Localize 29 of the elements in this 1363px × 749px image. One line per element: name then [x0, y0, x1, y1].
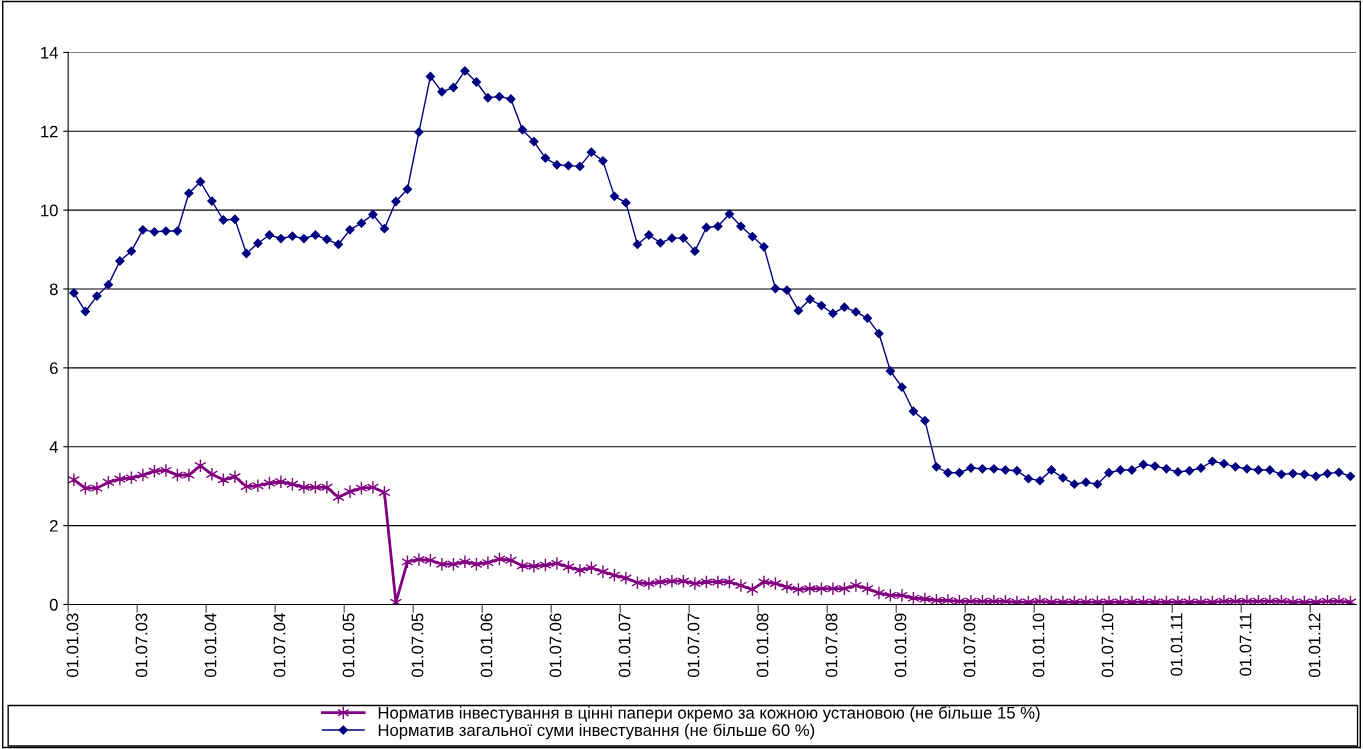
x-tick-label: 01.01.05 [342, 613, 355, 677]
x-tick-label: 01.01.11 [1170, 613, 1183, 676]
x-tick-label: 01.07.09 [963, 613, 976, 677]
x-tick-label: 01.07.10 [1101, 613, 1114, 677]
x-tick-label: 01.07.07 [687, 613, 700, 677]
y-tick-label: 2 [50, 519, 58, 532]
x-tick-label: 01.01.06 [480, 613, 493, 677]
y-tick-label: 0 [49, 598, 58, 611]
y-tick-label: 12 [41, 125, 58, 138]
y-tick-label: 10 [41, 204, 58, 217]
y-tick-label: 4 [49, 441, 58, 453]
x-tick-label: 01.01.04 [204, 613, 217, 677]
x-tick-label: 01.01.03 [66, 613, 79, 677]
y-tick-label: 6 [50, 362, 58, 375]
x-tick-label: 01.01.08 [756, 613, 769, 677]
legend-label: Норматив загальної суми інвестування (не більше 60 %) [378, 723, 815, 740]
x-tick-label: 01.07.03 [135, 613, 148, 677]
x-tick-label: 01.01.10 [1032, 613, 1045, 677]
y-tick-label: 8 [49, 283, 58, 296]
x-tick-label: 01.07.05 [411, 613, 424, 677]
x-tick-label: 01.01.07 [618, 613, 631, 677]
x-tick-label: 01.07.06 [549, 613, 562, 677]
x-tick-label: 01.07.04 [273, 613, 286, 677]
x-tick-label: 01.01.09 [894, 613, 907, 677]
legend-label: Норматив інвестування в цінні папери окремо за кожною установою (не більше 15 %) [378, 706, 1040, 722]
y-tick-label: 14 [41, 47, 58, 59]
x-tick-label: 01.07.08 [825, 613, 838, 677]
x-tick-label: 01.01.12 [1308, 613, 1321, 677]
x-tick-label: 01.07.11 [1239, 613, 1252, 676]
